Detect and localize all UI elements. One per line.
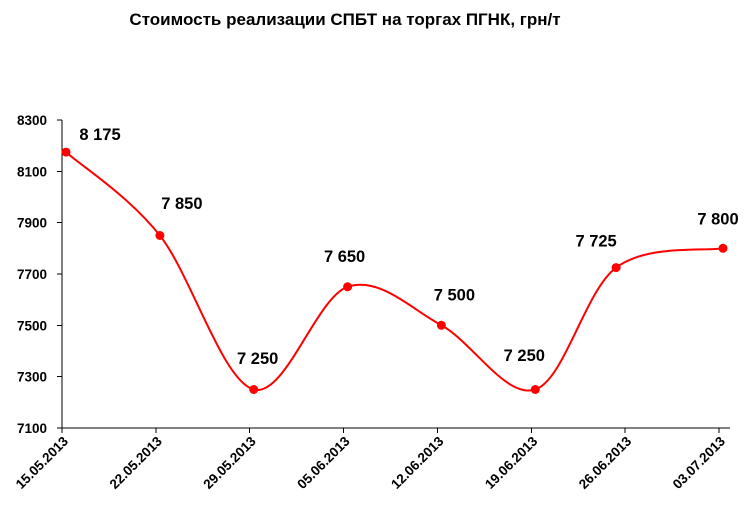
data-label: 7 250 xyxy=(504,347,545,365)
y-tick-label: 8300 xyxy=(17,113,47,128)
data-point-marker xyxy=(155,231,165,240)
y-tick-label: 7300 xyxy=(17,370,47,385)
data-point-marker xyxy=(249,385,259,394)
y-axis: 8300 8100 7900 7700 7500 7300 7100 xyxy=(17,113,62,436)
series-group xyxy=(61,147,728,394)
plot-area: 8300 8100 7900 7700 7500 7300 7100 15.05.2013 2… xyxy=(13,113,739,492)
data-point-marker xyxy=(718,243,728,253)
x-axis: 15.05.2013 22.05.2013 29.05.2013 05.06.2013… xyxy=(13,428,729,492)
data-point-marker xyxy=(436,320,446,330)
x-tick-label: 26.06.2013 xyxy=(576,433,635,492)
series-line xyxy=(65,151,724,392)
data-label: 7 250 xyxy=(237,350,278,368)
data-label: 7 800 xyxy=(697,210,738,228)
data-label: 7 650 xyxy=(324,248,365,266)
y-tick-label: 7500 xyxy=(17,318,47,333)
y-tick-label: 7700 xyxy=(17,267,47,282)
y-tick-label: 7100 xyxy=(17,421,47,436)
x-tick-label: 12.06.2013 xyxy=(388,433,447,492)
data-labels: 8 175 7 850 7 250 7 650 7 500 7 250 7 725 7 800 xyxy=(79,126,738,368)
data-label: 8 175 xyxy=(79,126,120,144)
data-label: 7 850 xyxy=(161,195,202,213)
x-tick-label: 03.07.2013 xyxy=(670,433,729,492)
x-tick-label: 29.05.2013 xyxy=(200,433,259,492)
y-tick-label: 7900 xyxy=(17,216,47,231)
data-point-marker xyxy=(61,147,71,157)
data-label: 7 500 xyxy=(434,286,475,304)
y-tick-label: 8100 xyxy=(17,164,47,179)
x-tick-label: 15.05.2013 xyxy=(13,433,72,492)
data-point-marker xyxy=(530,385,540,394)
data-point-marker xyxy=(343,282,353,292)
x-tick-label: 22.05.2013 xyxy=(107,433,166,492)
data-label: 7 725 xyxy=(575,233,616,251)
x-tick-label: 19.06.2013 xyxy=(482,433,541,492)
chart-title: Стоимость реализации СПБТ на торгах ПГНК… xyxy=(129,10,560,29)
data-point-marker xyxy=(611,263,621,273)
x-tick-label: 05.06.2013 xyxy=(294,433,353,492)
